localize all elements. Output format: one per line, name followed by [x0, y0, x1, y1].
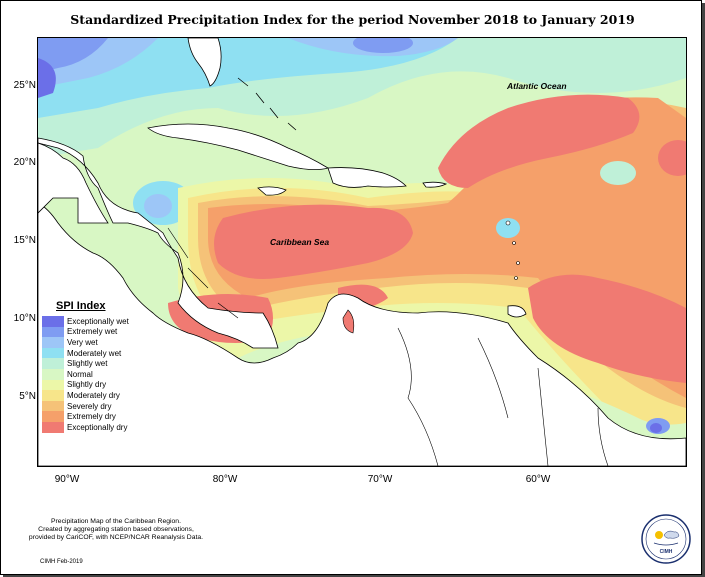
footnote-line-1: Precipitation Map of the Caribbean Regio…	[51, 518, 181, 525]
legend-item: Slightly dry	[42, 379, 174, 391]
legend-swatch	[42, 326, 64, 338]
legend-swatch	[42, 400, 64, 412]
legend-swatch	[42, 421, 64, 433]
cimh-logo: CIMH	[640, 513, 692, 565]
legend-label: Slightly wet	[67, 359, 108, 369]
lat-tick-10n: 10°N	[13, 313, 36, 324]
lat-tick-5n: 5°N	[19, 391, 36, 402]
legend-item: Slightly wet	[42, 358, 174, 369]
legend-swatch	[42, 379, 64, 391]
legend-label: Slightly dry	[67, 380, 107, 390]
legend-label: Exceptionally wet	[67, 316, 129, 326]
legend-label: Moderately wet	[67, 348, 122, 358]
legend-swatch	[42, 390, 64, 401]
legend-item: Severely dry	[42, 400, 174, 412]
legend-item: Normal	[42, 368, 174, 380]
legend-label: Moderately dry	[67, 390, 120, 400]
legend-label: Exceptionally dry	[67, 422, 128, 432]
map-title: Standardized Precipitation Index for the…	[70, 12, 635, 27]
lon-tick-80w: 80°W	[212, 474, 238, 485]
lon-tick-70w: 70°W	[367, 474, 393, 485]
atlantic-ocean-label: Atlantic Ocean	[507, 81, 567, 91]
legend-label: Normal	[67, 369, 93, 379]
map-canvas	[38, 38, 686, 466]
legend-item: Exceptionally dry	[42, 421, 174, 433]
map-credit: CIMH Feb-2019	[40, 559, 83, 565]
legend-swatch	[42, 316, 64, 327]
legend-label: Severely dry	[67, 401, 112, 411]
legend-item: Exceptionally wet	[42, 316, 174, 327]
legend-label: Extremely wet	[67, 327, 118, 337]
legend-item: Very wet	[42, 337, 174, 348]
footnote-line-3: provided by CariCOF, with NCEP/NCAR Rean…	[28, 534, 204, 541]
legend-label: Extremely dry	[67, 412, 116, 422]
legend-items: Exceptionally wet Extremely wet Very wet Mo…	[42, 316, 174, 433]
footnote-line-2: Created by aggregating station based obs…	[38, 526, 194, 533]
lat-tick-25n: 25°N	[13, 80, 36, 91]
legend-item: Extremely wet	[42, 326, 174, 338]
cimh-logo-icon	[641, 514, 691, 564]
legend-item: Moderately dry	[42, 390, 174, 401]
legend-swatch	[42, 358, 64, 369]
lat-tick-15n: 15°N	[13, 235, 36, 246]
precipitation-map	[37, 37, 687, 467]
cimh-logo-text: CIMH	[659, 549, 673, 555]
spi-legend: SPI Index Exceptionally wet Extremely wet…	[42, 300, 174, 433]
lon-tick-90w: 90°W	[54, 474, 80, 485]
legend-swatch	[42, 347, 64, 359]
legend-swatch	[42, 368, 64, 380]
legend-title: SPI Index	[56, 300, 106, 312]
lat-tick-20n: 20°N	[13, 157, 36, 168]
lon-tick-60w: 60°W	[525, 474, 551, 485]
map-footnote: Precipitation Map of the Caribbean Regio…	[26, 518, 206, 542]
legend-swatch	[42, 337, 64, 348]
legend-item: Extremely dry	[42, 411, 174, 422]
caribbean-sea-label: Caribbean Sea	[270, 237, 330, 247]
legend-swatch	[42, 411, 64, 422]
legend-label: Very wet	[67, 337, 98, 347]
legend-item: Moderately wet	[42, 347, 174, 359]
